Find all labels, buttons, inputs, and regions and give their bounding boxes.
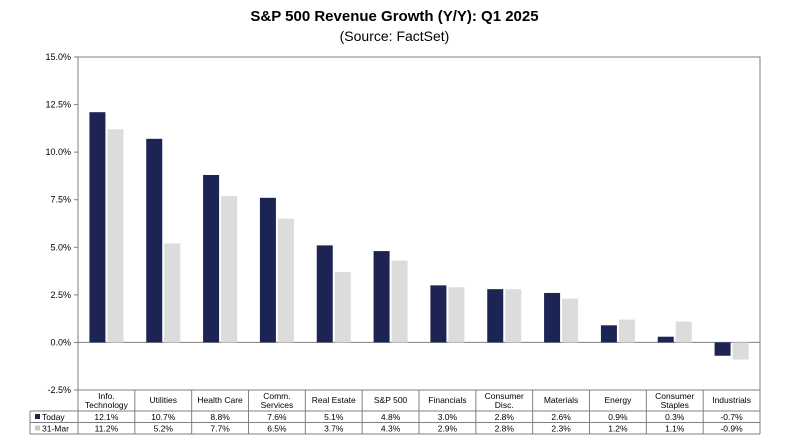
y-tick-label: 10.0%	[45, 147, 71, 157]
y-tick-label: 0.0%	[50, 337, 71, 347]
bar-31-mar	[562, 298, 579, 343]
legend-label: 31-Mar	[42, 424, 69, 434]
category-label: Materials	[544, 395, 578, 405]
bar-today	[600, 325, 617, 343]
bar-31-mar	[448, 287, 465, 343]
category-label: S&P 500	[374, 395, 408, 405]
y-tick-label: 7.5%	[50, 195, 71, 205]
bar-31-mar	[164, 243, 181, 343]
bar-today	[203, 174, 220, 343]
data-label: 5.2%	[154, 424, 174, 434]
category-label: Technology	[85, 400, 129, 410]
data-label: 2.3%	[551, 424, 571, 434]
plot-area	[77, 56, 761, 391]
bar-today	[714, 342, 731, 356]
bar-31-mar	[505, 289, 522, 343]
bar-today	[146, 138, 163, 343]
y-tick-label: 5.0%	[50, 242, 71, 252]
bar-today	[487, 289, 504, 343]
bar-31-mar	[334, 272, 351, 343]
bar-today	[657, 336, 674, 343]
category-label: Health Care	[197, 395, 243, 405]
data-label: 3.0%	[438, 412, 458, 422]
data-label: 8.8%	[210, 412, 230, 422]
y-tick-label: 2.5%	[50, 290, 71, 300]
bar-31-mar	[675, 321, 692, 343]
data-label: 5.1%	[324, 412, 344, 422]
category-label: Staples	[661, 400, 689, 410]
data-label: 2.9%	[438, 424, 458, 434]
y-tick-label: 12.5%	[45, 100, 71, 110]
category-label: Disc.	[495, 400, 514, 410]
bar-today	[89, 112, 106, 343]
bar-31-mar	[277, 218, 294, 343]
bar-today	[544, 292, 561, 343]
category-label: Real Estate	[312, 395, 356, 405]
bar-31-mar	[618, 319, 635, 343]
data-label: 6.5%	[267, 424, 287, 434]
category-label: Industrials	[712, 395, 751, 405]
category-label: Financials	[428, 395, 466, 405]
category-label: Consumer	[485, 391, 524, 401]
chart-subtitle: (Source: FactSet)	[339, 28, 450, 44]
bar-31-mar	[107, 129, 124, 343]
data-label: 2.8%	[495, 424, 515, 434]
data-label: 11.2%	[95, 424, 119, 434]
data-label: 4.8%	[381, 412, 401, 422]
data-label: 2.8%	[495, 412, 515, 422]
data-label: 2.6%	[551, 412, 571, 422]
data-label: 0.9%	[608, 412, 628, 422]
data-label: -0.9%	[720, 424, 743, 434]
data-label: 7.7%	[210, 424, 230, 434]
data-label: 7.6%	[267, 412, 287, 422]
bar-today	[373, 251, 390, 343]
data-label: -0.7%	[720, 412, 743, 422]
y-tick-label: -2.5%	[47, 385, 71, 395]
category-label: Utilities	[150, 395, 177, 405]
legend-key-today	[35, 414, 40, 419]
legend-key-31-mar	[35, 425, 40, 431]
category-label: Consumer	[655, 391, 694, 401]
data-label: 1.2%	[608, 424, 628, 434]
bar-31-mar	[221, 195, 238, 343]
data-label: 3.7%	[324, 424, 344, 434]
bar-today	[259, 197, 276, 343]
bar-today	[316, 245, 333, 343]
data-label: 4.3%	[381, 424, 401, 434]
bar-31-mar	[732, 342, 749, 360]
legend-label: Today	[42, 412, 65, 422]
data-label: 1.1%	[665, 424, 685, 434]
category-label: Energy	[604, 395, 632, 405]
category-label: Comm.	[263, 391, 290, 401]
category-label: Services	[261, 400, 294, 410]
bar-31-mar	[391, 260, 408, 343]
chart-title: S&P 500 Revenue Growth (Y/Y): Q1 2025	[250, 8, 539, 25]
category-label: Info.	[98, 391, 115, 401]
data-label: 10.7%	[151, 412, 176, 422]
data-label: 0.3%	[665, 412, 685, 422]
data-label: 12.1%	[94, 412, 119, 422]
bar-today	[430, 285, 447, 343]
y-tick-label: 15.0%	[45, 52, 71, 62]
